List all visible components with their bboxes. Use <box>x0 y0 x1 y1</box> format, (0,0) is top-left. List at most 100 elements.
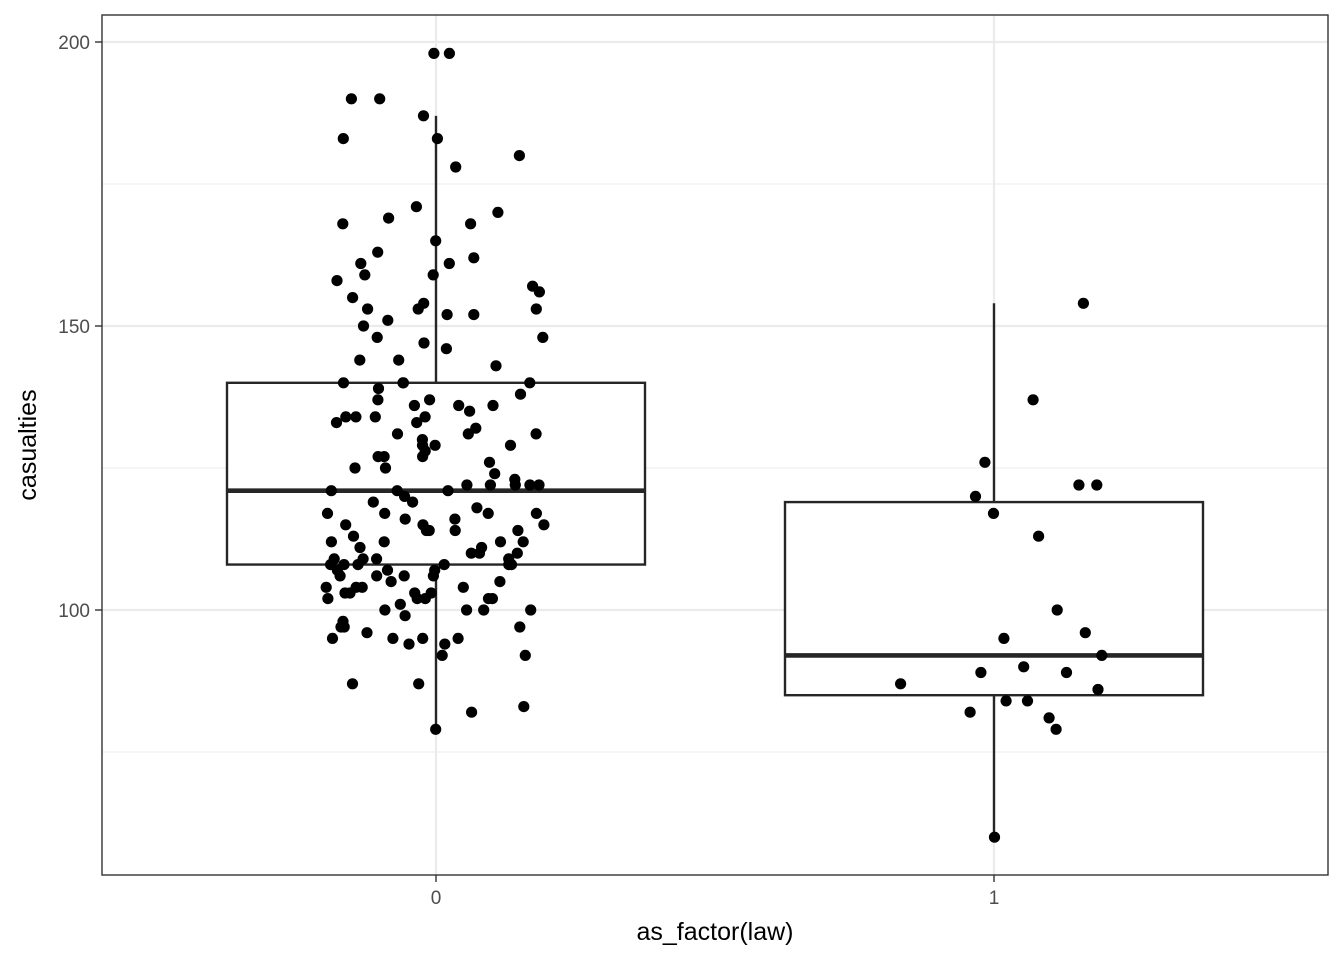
data-point <box>492 206 504 218</box>
data-point <box>417 632 429 645</box>
data-point <box>350 411 362 423</box>
data-point <box>438 559 450 571</box>
data-point <box>398 570 410 582</box>
data-point <box>964 706 976 718</box>
data-point <box>337 377 350 389</box>
data-point <box>413 678 425 690</box>
data-point <box>979 456 991 468</box>
data-point <box>505 559 518 571</box>
data-point <box>371 331 383 343</box>
box-iqr <box>783 500 1205 697</box>
box-iqr <box>225 381 647 566</box>
data-point <box>537 331 549 343</box>
data-point <box>321 507 334 519</box>
data-point <box>354 354 366 366</box>
data-point <box>326 632 339 645</box>
data-point <box>344 587 356 599</box>
data-point <box>378 536 390 548</box>
data-point <box>397 377 409 389</box>
data-point <box>518 701 530 713</box>
data-point <box>482 507 494 519</box>
data-point <box>490 360 502 372</box>
data-point <box>461 604 473 616</box>
data-point <box>411 417 423 429</box>
data-point <box>514 621 526 633</box>
data-point <box>988 831 1001 843</box>
data-point <box>487 399 499 412</box>
data-point <box>468 309 480 321</box>
data-point <box>427 570 439 582</box>
data-point <box>494 536 507 548</box>
data-point <box>361 627 373 639</box>
data-point <box>494 576 506 588</box>
data-point <box>895 678 907 690</box>
data-point <box>524 377 536 389</box>
data-point <box>379 507 391 519</box>
data-point <box>439 638 451 650</box>
data-point <box>340 411 352 423</box>
data-point <box>417 110 430 122</box>
data-point <box>347 530 360 542</box>
data-point <box>1027 394 1039 406</box>
data-point <box>371 553 383 565</box>
data-point <box>1051 604 1063 616</box>
data-point <box>372 451 384 463</box>
data-point <box>391 428 404 440</box>
data-point <box>428 47 440 60</box>
data-point <box>483 456 496 468</box>
data-point <box>411 593 423 605</box>
data-point <box>1000 695 1012 707</box>
data-point <box>419 593 431 605</box>
data-point <box>354 541 366 554</box>
data-point <box>356 581 368 593</box>
data-point <box>325 536 337 548</box>
data-point <box>330 417 343 429</box>
data-point <box>1073 479 1085 491</box>
data-point <box>482 593 495 605</box>
data-point <box>379 462 392 474</box>
data-point <box>367 496 379 508</box>
data-point <box>383 212 395 224</box>
data-point <box>412 303 424 315</box>
data-point <box>449 513 461 525</box>
data-point <box>355 257 367 270</box>
data-point <box>478 604 490 616</box>
data-point <box>443 47 455 60</box>
data-point <box>372 382 385 395</box>
data-point <box>430 235 442 247</box>
data-point <box>362 303 374 315</box>
data-point <box>427 269 439 281</box>
data-point <box>403 638 415 650</box>
data-point <box>443 257 455 270</box>
data-point <box>524 479 536 491</box>
data-point <box>1091 479 1103 491</box>
data-point <box>334 570 346 582</box>
data-point <box>340 519 352 531</box>
point-layer <box>320 47 1108 843</box>
data-point <box>489 468 501 480</box>
y-tick-label: 200 <box>58 33 90 54</box>
data-point <box>1043 712 1055 724</box>
data-point <box>436 649 448 662</box>
data-point <box>335 621 347 633</box>
y-axis-title: casualties <box>14 389 42 500</box>
data-point <box>419 411 431 423</box>
y-tick-label: 100 <box>58 601 90 622</box>
data-point <box>530 303 542 315</box>
data-point <box>484 479 496 491</box>
data-point <box>1096 649 1108 662</box>
data-point <box>371 570 383 582</box>
data-point <box>457 581 469 593</box>
data-point <box>322 593 334 605</box>
data-point <box>514 388 527 400</box>
data-point <box>462 428 474 440</box>
data-point <box>1077 297 1089 309</box>
data-point <box>519 649 531 662</box>
data-point <box>442 485 454 497</box>
data-point <box>423 524 435 537</box>
data-point <box>357 320 370 332</box>
data-point <box>509 479 521 491</box>
data-point <box>504 439 517 451</box>
data-point <box>410 201 422 213</box>
